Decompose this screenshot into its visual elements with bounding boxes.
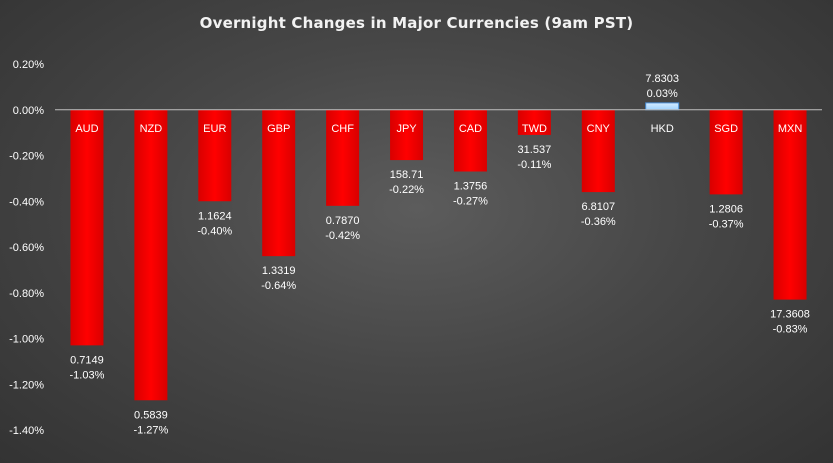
rate-label: 31.537 <box>518 144 552 156</box>
category-label: CNY <box>587 123 611 135</box>
rate-label: 1.3319 <box>262 265 296 277</box>
category-label: SGD <box>714 123 738 135</box>
y-tick-label: -0.40% <box>9 196 44 208</box>
percent-label: -0.37% <box>709 218 744 230</box>
y-tick-label: -1.00% <box>9 334 44 346</box>
rate-label: 0.7870 <box>326 215 360 227</box>
bar-jpy <box>390 109 424 161</box>
bar-mxn <box>773 109 807 300</box>
bar-cad <box>453 109 487 172</box>
category-label: HKD <box>651 123 674 135</box>
bar-hkd <box>645 102 680 111</box>
rate-label: 158.71 <box>390 169 424 181</box>
rate-label: 0.5839 <box>134 409 168 421</box>
category-label: AUD <box>75 123 98 135</box>
bar-aud <box>70 109 104 346</box>
y-tick-label: -0.80% <box>9 288 44 300</box>
rate-label: 1.3756 <box>454 181 488 193</box>
rate-label: 7.8303 <box>645 73 679 85</box>
percent-label: -0.22% <box>389 184 424 196</box>
rate-label: 17.3608 <box>770 309 810 321</box>
chart-title: Overnight Changes in Major Currencies (9… <box>199 14 634 32</box>
percent-label: -0.36% <box>581 216 616 228</box>
bar-chf <box>326 109 360 206</box>
y-tick-label: 0.20% <box>13 59 44 71</box>
bars <box>70 102 807 401</box>
y-axis: 0.20% 0.00% -0.20% -0.40% -0.60% -0.80% -1.00%… <box>9 59 44 437</box>
labels: AUD 0.7149 -1.03% NZD 0.5839 -1.27% EUR 1.1624 -… <box>70 73 810 436</box>
category-label: MXN <box>778 123 803 135</box>
percent-label: -0.11% <box>517 159 551 171</box>
rate-label: 0.7149 <box>70 354 104 366</box>
category-label: CAD <box>459 123 482 135</box>
bar-sgd <box>709 109 743 195</box>
y-tick-label: 0.00% <box>13 105 44 117</box>
y-tick-label: -1.20% <box>9 379 44 391</box>
category-label: CHF <box>331 123 354 135</box>
bar-twd <box>517 109 551 135</box>
bar-gbp <box>262 109 296 257</box>
rate-label: 1.1624 <box>198 210 232 222</box>
category-label: TWD <box>522 123 547 135</box>
bar-eur <box>198 109 232 202</box>
percent-label: -0.64% <box>261 280 296 292</box>
y-tick-label: -1.40% <box>9 425 44 437</box>
category-label: JPY <box>396 123 417 135</box>
percent-label: -0.27% <box>453 196 488 208</box>
percent-label: -0.40% <box>197 225 232 237</box>
percent-label: -1.27% <box>133 424 168 436</box>
rate-label: 6.8107 <box>581 201 615 213</box>
rate-label: 1.2806 <box>709 203 743 215</box>
percent-label: -1.03% <box>70 369 105 381</box>
percent-label: 0.03% <box>647 88 678 100</box>
percent-label: -0.42% <box>325 230 360 242</box>
bar-nzd <box>134 109 168 401</box>
category-label: GBP <box>267 123 290 135</box>
percent-label: -0.83% <box>773 324 808 336</box>
category-label: NZD <box>140 123 163 135</box>
bar-cny <box>581 109 615 193</box>
category-label: EUR <box>203 123 226 135</box>
y-tick-label: -0.60% <box>9 242 44 254</box>
y-tick-label: -0.20% <box>9 151 44 163</box>
